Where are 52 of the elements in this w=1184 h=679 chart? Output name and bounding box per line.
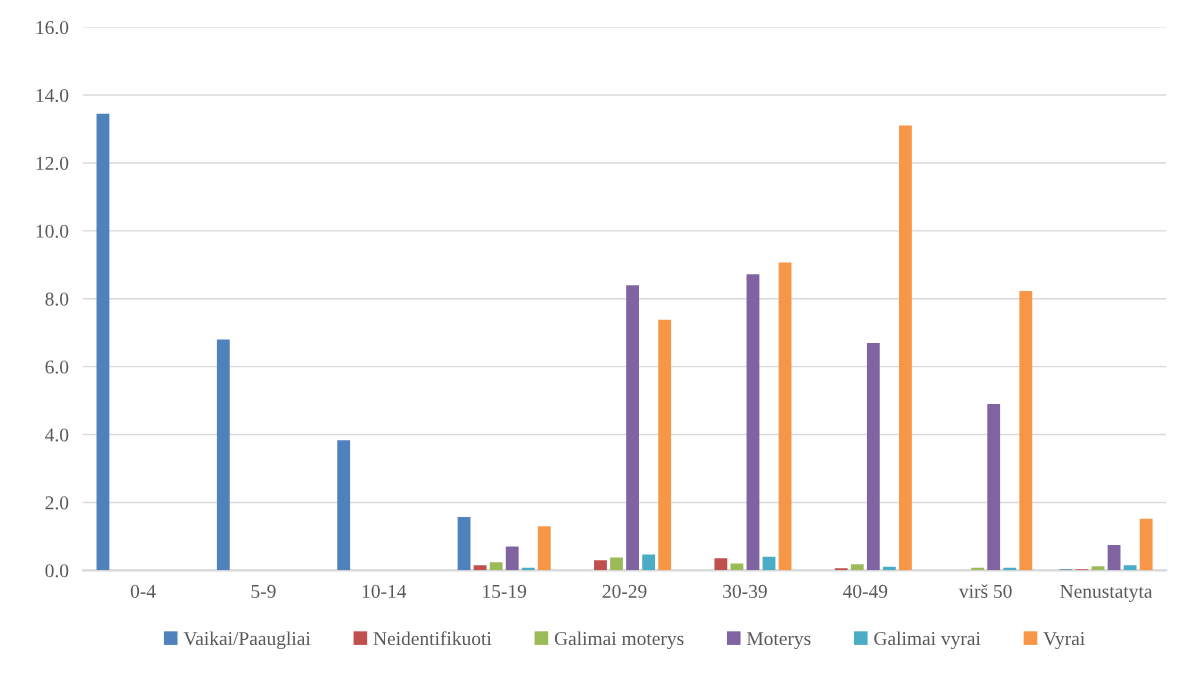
bar	[337, 440, 351, 571]
bar	[610, 557, 623, 571]
x-tick-label: 10-14	[362, 584, 407, 598]
y-tick-label: 4.0	[45, 428, 69, 442]
bar	[473, 565, 487, 571]
bar	[626, 285, 639, 571]
bar	[642, 554, 656, 571]
bar	[216, 339, 230, 571]
bar	[457, 517, 471, 571]
x-tick-label: 20-29	[602, 584, 647, 598]
bar	[505, 546, 519, 571]
bar	[762, 556, 776, 571]
bar	[866, 342, 880, 571]
y-tick-label: 2.0	[45, 496, 69, 510]
legend-label: Vaikai/Paaugliai	[183, 631, 311, 650]
legend-label: Vyrai	[1043, 632, 1085, 650]
bar	[714, 558, 728, 571]
bar	[834, 568, 848, 571]
bar	[96, 113, 110, 571]
bar	[1139, 518, 1153, 571]
bar	[594, 560, 607, 571]
y-tick-label: 8.0	[45, 292, 69, 306]
y-tick-label: 16.0	[36, 20, 69, 35]
bar	[658, 319, 672, 571]
x-tick-label: 0-4	[130, 584, 156, 598]
bar	[1091, 566, 1105, 571]
x-tick-label: 5-9	[251, 584, 276, 598]
legend-label: Neidentifikuoti	[373, 631, 492, 646]
y-tick-label: 14.0	[36, 88, 69, 103]
x-tick-label: 30-39	[723, 584, 767, 598]
bar	[778, 262, 792, 571]
bar	[537, 526, 551, 571]
legend-label: Moterys	[746, 632, 811, 650]
y-tick-label: 6.0	[45, 360, 69, 374]
bar	[1123, 565, 1137, 571]
y-tick-label: 10.0	[36, 224, 69, 238]
bar	[850, 564, 864, 571]
bar	[899, 125, 912, 571]
legend-label: Galimai moterys	[554, 631, 684, 650]
bar	[1107, 544, 1121, 571]
x-tick-label: 40-49	[843, 584, 888, 598]
legend-label: Galimai vyrai	[874, 631, 981, 650]
bar	[489, 562, 503, 571]
bar	[987, 404, 1001, 571]
x-tick-label: virš 50	[958, 584, 1012, 598]
y-tick-label: 0.0	[45, 564, 69, 578]
bar	[1019, 290, 1033, 571]
bar	[746, 274, 760, 571]
x-tick-label: 15-19	[483, 584, 527, 598]
y-tick-label: 12.0	[36, 156, 69, 170]
bar	[730, 563, 744, 571]
x-tick-label: Nenustatyta	[1060, 584, 1153, 602]
